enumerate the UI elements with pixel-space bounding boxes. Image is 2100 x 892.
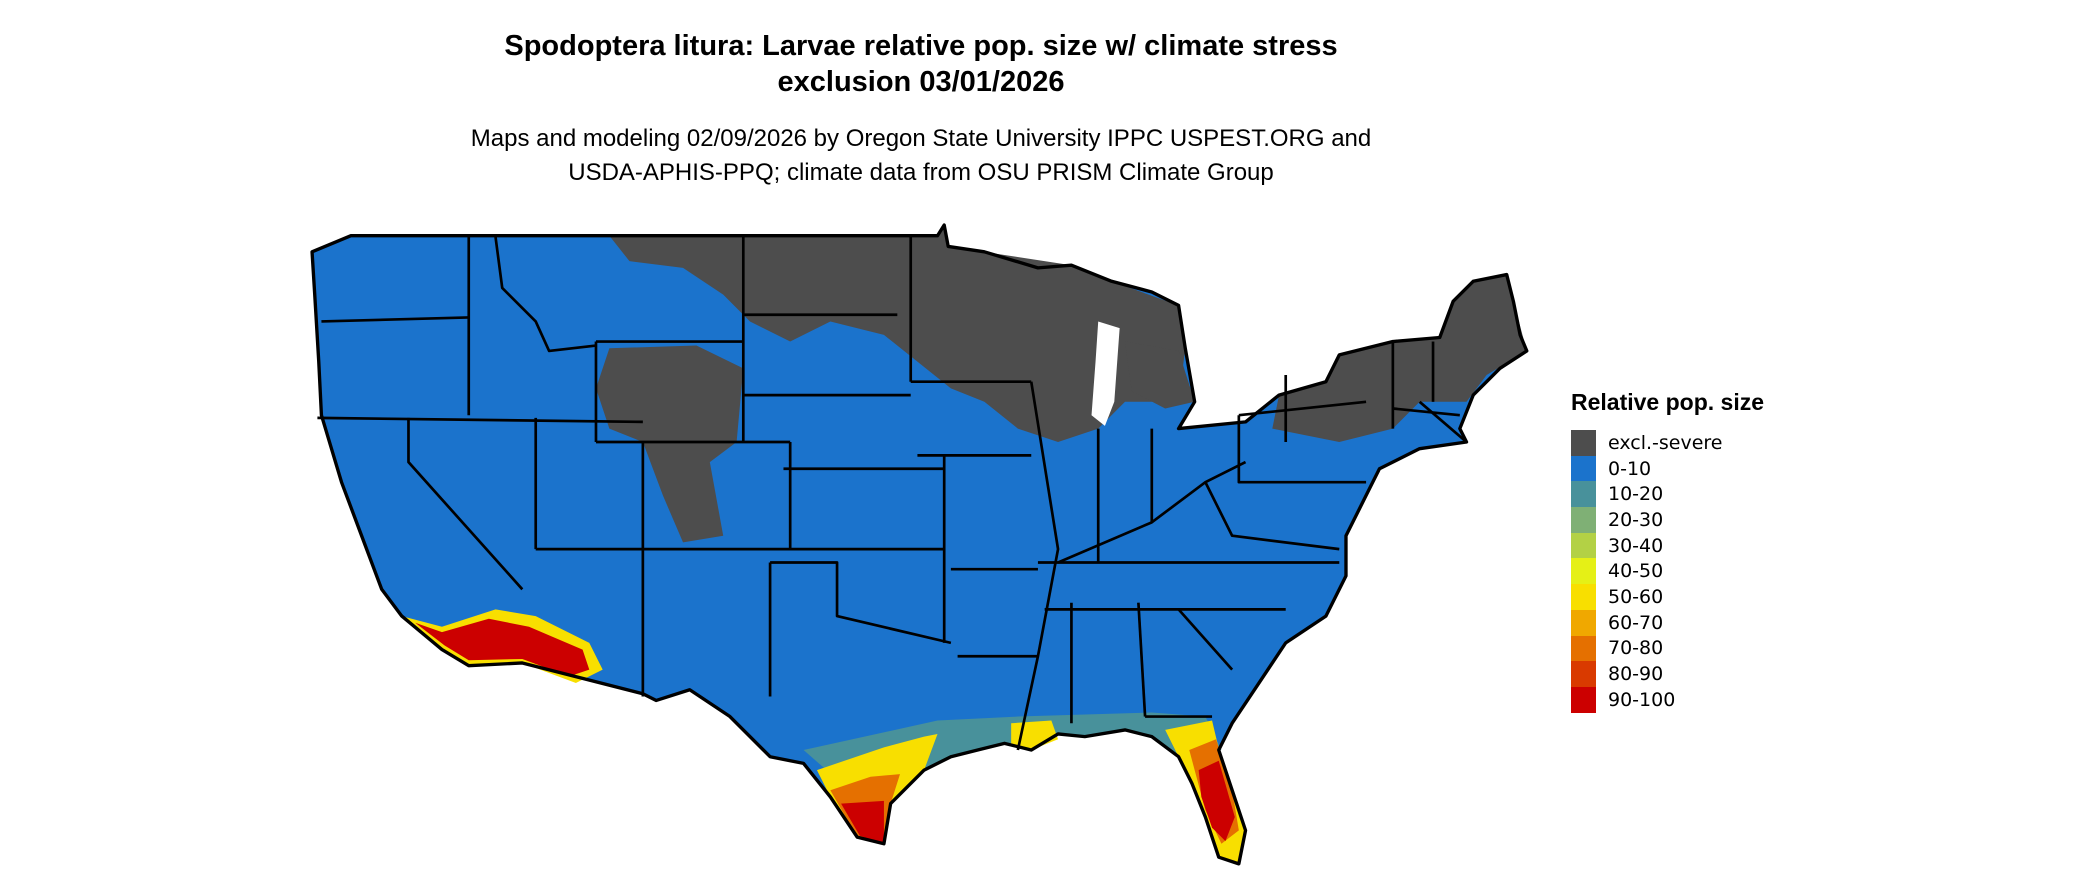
legend-item: 10-20 (1571, 481, 1764, 508)
state-boundary (1137, 602, 1147, 717)
legend-swatch (1571, 481, 1596, 508)
legend-item: 90-100 (1571, 686, 1764, 713)
map-subtitle-line2: USDA-APHIS-PPQ; climate data from OSU PR… (568, 159, 1274, 186)
legend-label: excl.-severe (1608, 431, 1723, 454)
legend-label: 30-40 (1608, 534, 1664, 557)
state-boundary (1392, 407, 1460, 417)
state-boundary (321, 316, 469, 323)
legend-swatch (1571, 686, 1596, 713)
legend-swatch (1571, 609, 1596, 636)
legend-item: 50-60 (1571, 584, 1764, 610)
legend-label: 0-10 (1608, 457, 1652, 480)
legend-label: 90-100 (1608, 688, 1676, 711)
legend-label: 50-60 (1608, 585, 1664, 608)
legend-item: 40-50 (1571, 558, 1764, 585)
excluded-region-rockies (595, 345, 744, 543)
lake-michigan (1091, 321, 1120, 426)
state-boundary (1418, 400, 1468, 443)
legend-label: 40-50 (1608, 560, 1664, 583)
excluded-region-northeast (1272, 274, 1527, 442)
southwest-90-100 (415, 618, 590, 677)
map-title-line2: exclusion 03/01/2026 (777, 66, 1065, 98)
legend-label: 80-90 (1608, 663, 1664, 686)
state-boundary (1057, 460, 1247, 564)
legend-swatch (1571, 532, 1596, 559)
map-subtitle-line1: Maps and modeling 02/09/2026 by Oregon S… (470, 125, 1372, 152)
legend-item: 70-80 (1571, 635, 1764, 662)
excluded-region-north-central (609, 225, 1186, 442)
us-border (310, 223, 1529, 866)
legend-label: 20-30 (1608, 508, 1664, 531)
state-boundary (770, 561, 952, 645)
state-boundary (407, 417, 524, 591)
state-boundary (1177, 608, 1234, 671)
legend-item: 30-40 (1571, 532, 1764, 559)
state-boundary (1204, 481, 1340, 551)
legend-swatch (1571, 584, 1596, 610)
legend-swatch (1571, 661, 1596, 687)
state-boundary (1238, 400, 1367, 417)
legend-label: 60-70 (1608, 611, 1664, 634)
legend-swatch (1571, 507, 1596, 533)
legend-label: 10-20 (1608, 483, 1664, 506)
legend-item: 80-90 (1571, 661, 1764, 687)
legend-item: 20-30 (1571, 507, 1764, 533)
excluded-region-michigan (1125, 341, 1195, 409)
legend-item: 0-10 (1571, 455, 1764, 482)
map-title-line1: Spodoptera litura: Larvae relative pop. … (504, 30, 1338, 62)
legend-swatch (1571, 558, 1596, 585)
legend-item: 60-70 (1571, 609, 1764, 636)
legend-title: Relative pop. size (1571, 389, 1765, 415)
legend-swatch (1571, 635, 1596, 662)
state-boundary (1016, 381, 1060, 751)
legend-swatch (1571, 430, 1596, 456)
legend-swatch (1571, 455, 1596, 482)
legend: Relative pop. size excl.-severe 0-10 10-20… (1571, 388, 1764, 713)
legend-label: 70-80 (1608, 637, 1664, 660)
state-boundary (1237, 415, 1367, 484)
florida-90-100 (1198, 760, 1235, 842)
south-texas-90-100 (841, 800, 884, 844)
state-boundary (317, 416, 643, 424)
legend-item: excl.-severe (1571, 430, 1764, 456)
state-boundary (494, 236, 597, 353)
